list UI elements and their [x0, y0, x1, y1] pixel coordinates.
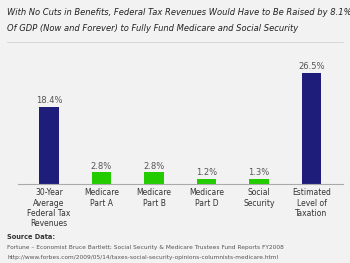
Text: 26.5%: 26.5%: [298, 62, 325, 71]
Bar: [197, 179, 216, 184]
Bar: [144, 172, 164, 184]
Text: Of GDP (Now and Forever) to Fully Fund Medicare and Social Security: Of GDP (Now and Forever) to Fully Fund M…: [7, 24, 298, 33]
Text: Source Data:: Source Data:: [7, 234, 55, 240]
Text: 18.4%: 18.4%: [36, 96, 62, 105]
Bar: [249, 179, 269, 184]
Text: http://www.forbes.com/2009/05/14/taxes-social-security-opinions-columnists-medic: http://www.forbes.com/2009/05/14/taxes-s…: [7, 255, 278, 260]
Text: With No Cuts in Benefits, Federal Tax Revenues Would Have to Be Raised by 8.1%: With No Cuts in Benefits, Federal Tax Re…: [7, 8, 350, 17]
Text: Fortune – Economist Bruce Bartlett; Social Security & Medicare Trustees Fund Rep: Fortune – Economist Bruce Bartlett; Soci…: [7, 245, 284, 250]
Text: 1.3%: 1.3%: [248, 168, 270, 177]
Text: 1.2%: 1.2%: [196, 168, 217, 177]
Text: 2.8%: 2.8%: [144, 162, 164, 171]
Bar: [92, 172, 112, 184]
Text: 2.8%: 2.8%: [91, 162, 112, 171]
Bar: [39, 107, 59, 184]
Bar: [302, 73, 322, 184]
